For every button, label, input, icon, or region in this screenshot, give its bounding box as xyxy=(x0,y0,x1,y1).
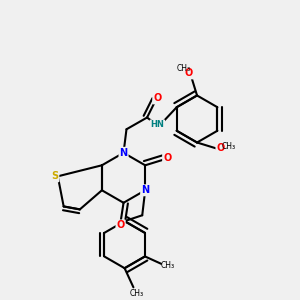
Text: O: O xyxy=(185,68,193,78)
Text: CH₃: CH₃ xyxy=(177,64,191,73)
Text: S: S xyxy=(51,171,58,181)
Text: O: O xyxy=(163,153,171,163)
Text: CH₃: CH₃ xyxy=(221,142,236,152)
Text: O: O xyxy=(153,93,161,103)
Text: HN: HN xyxy=(150,120,164,129)
Text: O: O xyxy=(116,220,125,230)
Text: CH₃: CH₃ xyxy=(160,261,175,270)
Text: CH₃: CH₃ xyxy=(129,289,143,298)
Text: N: N xyxy=(141,185,149,195)
Text: N: N xyxy=(119,148,128,158)
Text: O: O xyxy=(216,143,225,153)
